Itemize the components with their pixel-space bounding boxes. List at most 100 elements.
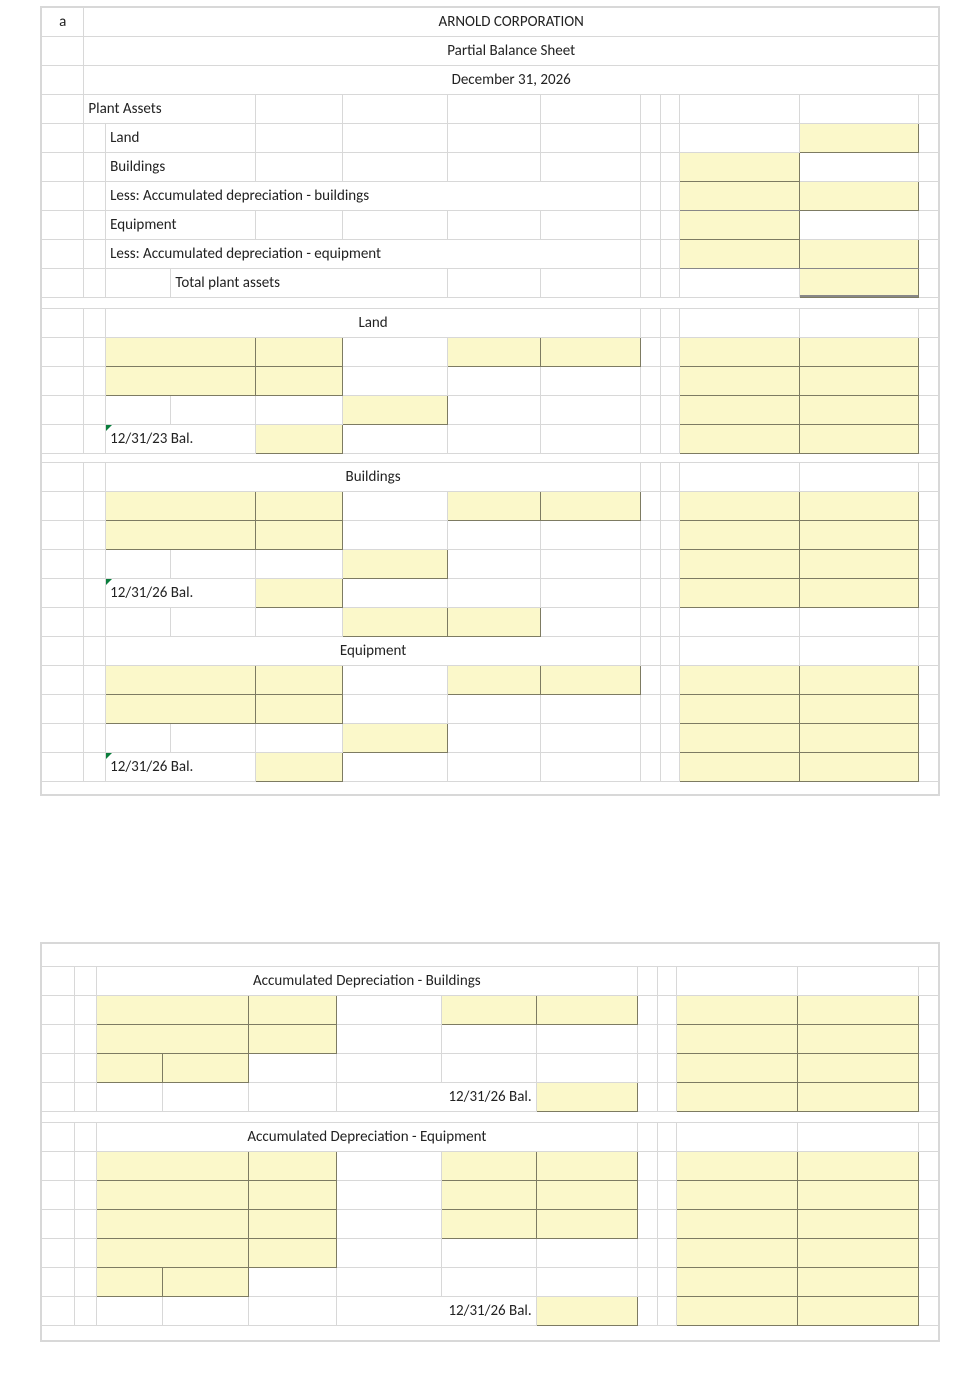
eq-debit-1-amt[interactable] (256, 666, 343, 695)
eq-side-2[interactable] (799, 666, 919, 695)
eq-balance-amt[interactable] (256, 753, 343, 782)
land-side-1[interactable] (680, 338, 800, 367)
ade-side-3[interactable] (677, 1181, 798, 1210)
eq-side-5[interactable] (680, 724, 800, 753)
amount-land[interactable] (799, 124, 919, 153)
ade-debit-1[interactable] (96, 1152, 248, 1181)
ade-side-2[interactable] (798, 1152, 919, 1181)
ade-debit-2-amt[interactable] (248, 1181, 336, 1210)
land-credit-1[interactable] (447, 338, 541, 367)
eq-side-8[interactable] (799, 753, 919, 782)
ade-side-9[interactable] (677, 1268, 798, 1297)
amount-less-dep-equipment[interactable] (680, 240, 800, 269)
bld-side-3[interactable] (680, 521, 800, 550)
ade-side-4[interactable] (798, 1181, 919, 1210)
eq-debit-2-amt[interactable] (256, 695, 343, 724)
amount-equipment-net[interactable] (799, 240, 919, 269)
ade-debit-1-amt[interactable] (248, 1152, 336, 1181)
land-side-4[interactable] (799, 367, 919, 396)
eq-mid-1[interactable] (343, 724, 447, 753)
adb-credit-1[interactable] (442, 996, 537, 1025)
eq-debit-1[interactable] (106, 666, 256, 695)
eq-credit-1[interactable] (447, 666, 541, 695)
land-debit-2-amt[interactable] (256, 367, 343, 396)
amount-total-plant-assets[interactable] (799, 269, 919, 298)
eq-side-7[interactable] (680, 753, 800, 782)
bld-credit-1-amt[interactable] (541, 492, 641, 521)
bld-debit-2-amt[interactable] (256, 521, 343, 550)
bld-credit-1[interactable] (447, 492, 541, 521)
ade-side-7[interactable] (677, 1239, 798, 1268)
land-debit-1-amt[interactable] (256, 338, 343, 367)
ade-side-1[interactable] (677, 1152, 798, 1181)
adb-side-4[interactable] (798, 1025, 919, 1054)
eq-side-3[interactable] (680, 695, 800, 724)
bld-mid-3[interactable] (447, 608, 541, 637)
ade-debit-3[interactable] (96, 1210, 248, 1239)
land-mid-1[interactable] (343, 396, 447, 425)
land-debit-1[interactable] (106, 338, 256, 367)
adb-debit-3a[interactable] (96, 1054, 162, 1083)
amount-equipment[interactable] (680, 211, 800, 240)
ade-debit-5a[interactable] (96, 1268, 162, 1297)
land-debit-2[interactable] (106, 367, 256, 396)
land-side-8[interactable] (799, 425, 919, 454)
bld-mid-1[interactable] (343, 550, 447, 579)
eq-side-6[interactable] (799, 724, 919, 753)
bld-mid-2[interactable] (343, 608, 447, 637)
adb-side-7[interactable] (677, 1083, 798, 1112)
land-side-3[interactable] (680, 367, 800, 396)
eq-credit-1-amt[interactable] (541, 666, 641, 695)
adb-debit-2[interactable] (96, 1025, 248, 1054)
bld-balance-amt[interactable] (256, 579, 343, 608)
ade-credit-1[interactable] (442, 1152, 537, 1181)
bld-side-5[interactable] (680, 550, 800, 579)
bld-debit-1-amt[interactable] (256, 492, 343, 521)
land-side-5[interactable] (680, 396, 800, 425)
ade-debit-2[interactable] (96, 1181, 248, 1210)
land-balance-amt[interactable] (256, 425, 343, 454)
ade-side-8[interactable] (798, 1239, 919, 1268)
ade-credit-3-amt[interactable] (536, 1210, 637, 1239)
ade-debit-3-amt[interactable] (248, 1210, 336, 1239)
ade-debit-5b[interactable] (162, 1268, 248, 1297)
adb-side-5[interactable] (677, 1054, 798, 1083)
bld-side-4[interactable] (799, 521, 919, 550)
adb-side-2[interactable] (798, 996, 919, 1025)
ade-credit-2-amt[interactable] (536, 1181, 637, 1210)
bld-side-2[interactable] (799, 492, 919, 521)
ade-side-11[interactable] (677, 1297, 798, 1326)
eq-side-4[interactable] (799, 695, 919, 724)
ade-credit-3[interactable] (442, 1210, 537, 1239)
amount-buildings-net[interactable] (799, 182, 919, 211)
adb-debit-1-amt[interactable] (248, 996, 336, 1025)
land-side-2[interactable] (799, 338, 919, 367)
land-credit-1-amt[interactable] (541, 338, 641, 367)
amount-less-dep-buildings[interactable] (680, 182, 800, 211)
eq-debit-2[interactable] (106, 695, 256, 724)
land-side-7[interactable] (680, 425, 800, 454)
adb-debit-2-amt[interactable] (248, 1025, 336, 1054)
land-side-6[interactable] (799, 396, 919, 425)
bld-side-6[interactable] (799, 550, 919, 579)
eq-side-1[interactable] (680, 666, 800, 695)
adb-side-3[interactable] (677, 1025, 798, 1054)
ade-side-6[interactable] (798, 1210, 919, 1239)
ade-side-12[interactable] (798, 1297, 919, 1326)
ade-debit-4[interactable] (96, 1239, 248, 1268)
ade-credit-2[interactable] (442, 1181, 537, 1210)
ade-side-10[interactable] (798, 1268, 919, 1297)
adb-credit-1-amt[interactable] (536, 996, 637, 1025)
adb-debit-3b[interactable] (162, 1054, 248, 1083)
bld-side-7[interactable] (680, 579, 800, 608)
ade-credit-1-amt[interactable] (536, 1152, 637, 1181)
ade-debit-4-amt[interactable] (248, 1239, 336, 1268)
adb-side-8[interactable] (798, 1083, 919, 1112)
adb-debit-1[interactable] (96, 996, 248, 1025)
adb-side-1[interactable] (677, 996, 798, 1025)
adb-balance-amt[interactable] (536, 1083, 637, 1112)
ade-balance-amt[interactable] (536, 1297, 637, 1326)
adb-side-6[interactable] (798, 1054, 919, 1083)
bld-side-1[interactable] (680, 492, 800, 521)
bld-debit-2[interactable] (106, 521, 256, 550)
